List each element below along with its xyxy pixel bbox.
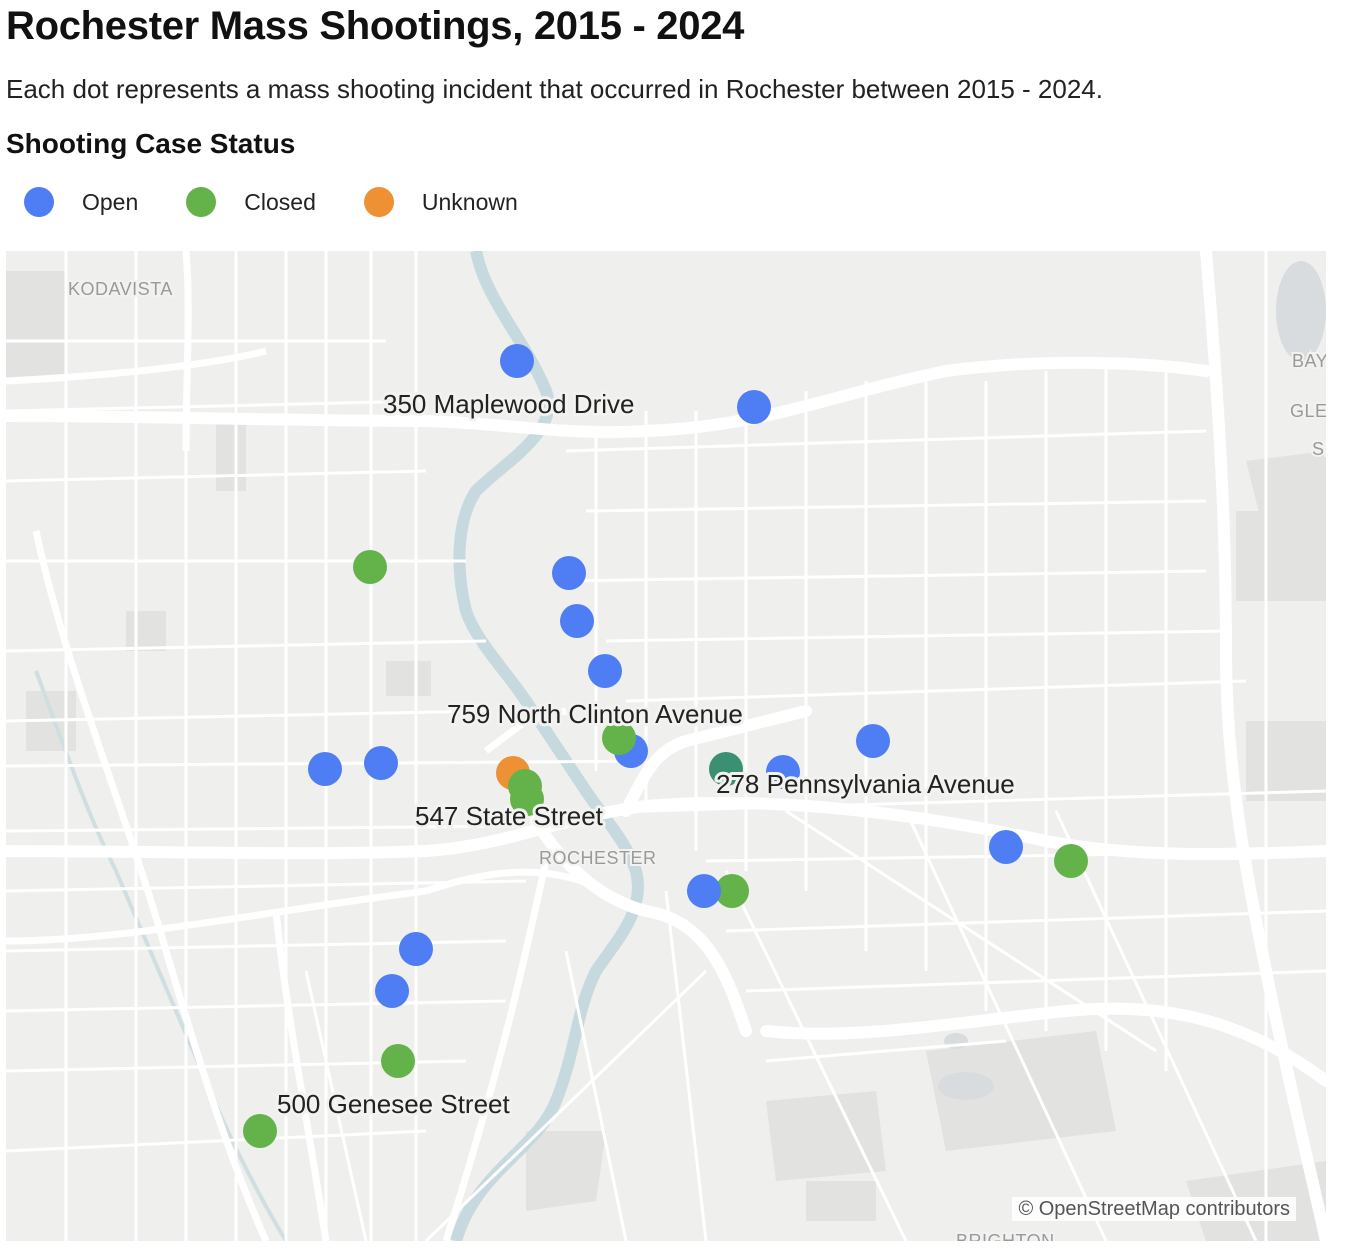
place-label-rochester: ROCHESTER — [539, 848, 657, 868]
incident-marker[interactable] — [243, 1114, 277, 1148]
incident-marker[interactable] — [588, 654, 622, 688]
highways — [6, 251, 1326, 1241]
incident-marker[interactable] — [364, 746, 398, 780]
closed-dot-icon — [186, 187, 217, 217]
incident-marker[interactable] — [602, 721, 636, 755]
place-label-gle: GLE — [1290, 401, 1326, 421]
incident-marker[interactable] — [989, 830, 1023, 864]
street-label-maplewood: 350 Maplewood Drive — [383, 389, 634, 419]
legend-label-closed: Closed — [244, 188, 316, 215]
ponds — [938, 261, 1326, 1100]
legend-label-unknown: Unknown — [421, 188, 518, 215]
open-dot-icon — [24, 187, 54, 217]
place-label-kodavista: KODAVISTA — [68, 279, 173, 299]
incident-marker[interactable] — [715, 874, 749, 908]
basemap: KODAVISTA BAY GLE SI ROCHESTER BRIGHTON — [6, 251, 1326, 1241]
canal — [34, 670, 288, 1241]
legend-label-open: Open — [82, 188, 139, 215]
incident-marker[interactable] — [737, 390, 771, 424]
map-attribution[interactable]: © OpenStreetMap contributors — [1012, 1197, 1296, 1221]
legend-item-open[interactable]: Open — [24, 187, 138, 217]
incident-marker[interactable] — [353, 550, 387, 584]
place-label-si: SI — [1312, 439, 1326, 459]
place-label-bay: BAY — [1292, 351, 1326, 371]
arterials — [6, 251, 608, 1241]
incident-marker[interactable] — [552, 556, 586, 590]
incident-marker[interactable] — [510, 782, 544, 816]
incident-marker[interactable] — [709, 752, 743, 786]
incident-marker[interactable] — [687, 874, 721, 908]
map-subtitle: Each dot represents a mass shooting inci… — [6, 74, 1103, 104]
street-label-north-clinton: 759 North Clinton Avenue — [447, 699, 743, 729]
legend: Open Closed Unknown — [24, 184, 566, 220]
legend-item-closed[interactable]: Closed — [186, 187, 316, 217]
incident-marker[interactable] — [375, 974, 409, 1008]
incident-marker[interactable] — [1054, 844, 1088, 878]
incident-marker[interactable] — [766, 755, 800, 789]
street-label-pennsylvania: 278 Pennsylvania Avenue — [716, 769, 1015, 799]
legend-item-unknown[interactable]: Unknown — [363, 187, 518, 217]
legend-title: Shooting Case Status — [6, 128, 296, 159]
incident-markers — [243, 344, 1088, 1148]
map-title: Rochester Mass Shootings, 2015 - 2024 — [6, 4, 745, 48]
incident-marker[interactable] — [560, 604, 594, 638]
incident-marker[interactable] — [381, 1044, 415, 1078]
place-label-brighton: BRIGHTON — [956, 1231, 1055, 1241]
unknown-dot-icon — [363, 187, 394, 217]
incident-marker[interactable] — [308, 752, 342, 786]
map-canvas[interactable]: KODAVISTA BAY GLE SI ROCHESTER BRIGHTON — [6, 251, 1326, 1241]
incident-marker[interactable] — [856, 724, 890, 758]
street-label-state: 547 State Street — [415, 801, 604, 831]
incident-marker[interactable] — [399, 932, 433, 966]
street-label-genesee: 500 Genesee Street — [277, 1089, 510, 1119]
incident-marker[interactable] — [500, 344, 534, 378]
